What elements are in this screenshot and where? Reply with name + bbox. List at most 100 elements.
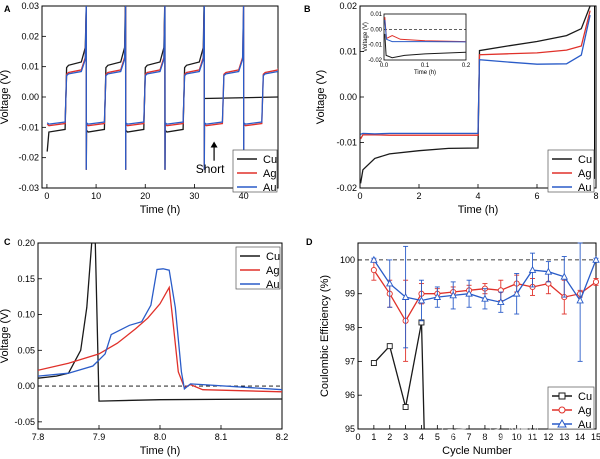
- panel-d-point-au: [385, 279, 394, 287]
- panel-b-legend-box: [547, 149, 595, 193]
- panel-a-series-au: [46, 6, 278, 170]
- panel-d-point-cu: [402, 404, 409, 410]
- panel-a-x-tick-label: 20: [140, 191, 150, 201]
- panel-d-legend-marker-au: [557, 418, 567, 428]
- panel-d: D 0 1 2 3 4 5 6 7 8 9 10 11 12 13 14 159596979899100Cyc…: [306, 237, 600, 457]
- panel-b-inset-x-axis-label: Time (h): [414, 70, 436, 76]
- panel-d-y-tick-label: 99: [345, 289, 355, 299]
- panel-b-inset-y-tick-label: 0.01: [370, 12, 382, 18]
- panel-a-x-tick-label: 40: [239, 191, 249, 201]
- panel-d-point-ag: [592, 278, 600, 285]
- panel-a-x-tick-label: 30: [189, 191, 199, 201]
- panel-b-inset-y-axis-label: Voltage (V): [363, 22, 369, 52]
- panel-d-series-cu: [373, 322, 425, 429]
- panel-c-series-ag: [38, 285, 282, 393]
- panel-d-point-au: [528, 265, 537, 273]
- panel-b: B 0 2 4 6 8 -0.02 -0.01 0.00 0.01 0.02 Time (h) Vol…: [304, 1, 599, 216]
- panel-c-y-tick-label: 0.05: [17, 345, 35, 355]
- panel-b-x-tick-label: 0: [357, 191, 362, 201]
- panel-b-inset-y-tick-label: -0.02: [368, 58, 382, 64]
- panel-c-x-tick-label: 8.0: [154, 432, 167, 442]
- panel-d-x-tick-label: 8: [482, 432, 487, 442]
- panel-d-y-tick-label: 100: [340, 255, 355, 265]
- panel-d-x-tick-label: 7: [467, 432, 472, 442]
- panel-b-series-cu: [360, 6, 591, 184]
- panel-b-label: B: [304, 4, 311, 14]
- panel-a-legend-label-ag: Ag: [263, 168, 276, 180]
- panel-c-series-cu: [38, 243, 282, 402]
- panel-d-point-au: [433, 292, 442, 300]
- panel-c-series-au: [38, 268, 282, 391]
- panel-b-y-tick-label: 0.01: [339, 47, 357, 57]
- panel-d-point-au: [576, 296, 584, 304]
- panel-b-x-tick-label: 2: [416, 191, 421, 201]
- panel-a-label: A: [4, 4, 11, 14]
- panel-d-x-tick-label: 11: [528, 432, 537, 442]
- panel-d-y-axis-label: Coulombic Efficiency (%): [319, 275, 331, 397]
- panel-c-y-tick-label: -0.05: [14, 417, 35, 427]
- panel-b-y-tick-label: 0.00: [339, 92, 357, 102]
- panel-d-y-tick-label: 98: [345, 323, 355, 333]
- panel-d-point-au: [512, 289, 521, 297]
- panel-d-point-au: [370, 255, 378, 263]
- panel-a-legend-box: [232, 149, 278, 193]
- panel-d-legend-label-au: Au: [578, 419, 591, 431]
- panel-d-x-tick-label: 15: [591, 432, 600, 442]
- panel-c: C 7.8 7.9 8.0 8.1 8.2 -0.05 0.00 0.05 0.10 0.15 0.…: [0, 237, 288, 457]
- panel-a-y-tick-label: 0.03: [21, 1, 39, 11]
- panel-b-y-axis-label: Voltage (V): [315, 70, 327, 124]
- panel-b-inset-y-tick-label: 0.00: [370, 27, 382, 33]
- panel-c-x-tick-label: 8.2: [276, 432, 289, 442]
- panel-d-legend-box: [547, 386, 595, 430]
- panel-c-legend-label-ag: Ag: [266, 265, 279, 277]
- panel-d-point-cu: [386, 343, 393, 350]
- panel-c-y-tick-label: 0.10: [17, 310, 35, 320]
- panel-d-x-tick-label: 6: [451, 432, 456, 442]
- panel-b-inset-x-tick-label: 0.2: [462, 63, 471, 69]
- panel-d-point-au: [560, 272, 569, 280]
- panel-d-y-tick-label: 97: [345, 356, 355, 366]
- panel-a-y-axis-label: Voltage (V): [0, 70, 11, 124]
- panel-c-x-tick-label: 7.9: [93, 432, 106, 442]
- panel-a: A 0 10 20 30 40 -0.03 -0.02 -0.01 0.00 0.01 0.02 0.…: [0, 1, 279, 216]
- panel-b-y-tick-label: -0.02: [336, 183, 357, 193]
- panel-c-legend-label-au: Au: [266, 279, 279, 291]
- panel-d-legend-marker-cu: [558, 392, 566, 400]
- panel-c-x-tick-label: 8.1: [215, 432, 228, 442]
- panel-c-y-tick-label: 0.15: [17, 274, 35, 284]
- panel-a-x-axis-label: Time (h): [140, 204, 181, 216]
- panel-d-y-tick-label: 95: [345, 424, 355, 434]
- panel-d-point-au: [497, 298, 505, 306]
- panel-b-y-tick-label: 0.02: [339, 1, 357, 11]
- panel-a-y-tick-label: -0.01: [18, 122, 39, 132]
- panel-d-point-au: [449, 291, 457, 299]
- panel-d-point-au: [465, 289, 473, 297]
- panel-b-inset-series-cu: [384, 33, 467, 59]
- panel-c-label: C: [4, 237, 11, 247]
- panel-b-series-ag: [360, 10, 591, 140]
- panel-d-x-tick-label: 13: [559, 432, 569, 442]
- panel-a-short-arrow-head: [210, 141, 218, 148]
- panel-b-inset-x-tick-label: 0.1: [421, 63, 430, 69]
- panel-c-x-axis-label: Time (h): [140, 445, 181, 457]
- panel-d-x-tick-label: 3: [403, 432, 408, 442]
- panel-d-point-au: [592, 255, 600, 263]
- panel-d-point-au: [544, 267, 553, 275]
- panel-d-x-tick-label: 0: [355, 432, 360, 442]
- panel-d-point-au: [401, 292, 410, 300]
- panel-c-y-tick-label: 0.20: [17, 238, 35, 248]
- panel-d-x-tick-label: 9: [498, 432, 503, 442]
- panel-d-legend-label-cu: Cu: [578, 391, 592, 403]
- panel-d-x-tick-label: 5: [435, 432, 440, 442]
- panel-b-inset-series-au: [384, 20, 467, 43]
- panel-b-x-tick-label: 6: [534, 191, 539, 201]
- panel-d-frame: [357, 242, 597, 430]
- panel-d-point-au: [481, 294, 489, 302]
- panel-c-legend-label-cu: Cu: [266, 251, 280, 263]
- panel-d-x-axis-label: Cycle Number: [442, 445, 512, 457]
- panel-a-x-tick-label: 0: [44, 191, 49, 201]
- panel-d-point-au: [417, 296, 426, 304]
- panel-b-x-tick-label: 8: [593, 191, 598, 201]
- panel-b-x-axis-label: Time (h): [458, 204, 499, 216]
